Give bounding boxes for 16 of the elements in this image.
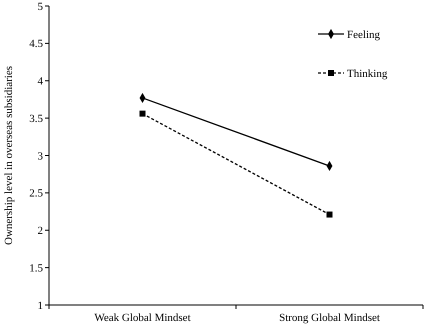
- y-tick-label: 2.5: [29, 188, 44, 200]
- y-axis-title: Ownership level in overseas subsidiaries: [3, 66, 15, 246]
- y-tick-label: 4.5: [29, 38, 44, 50]
- point: [326, 212, 332, 218]
- y-tick-label: 1: [38, 300, 43, 312]
- x-tick-label: Strong Global Mindset: [279, 312, 380, 324]
- y-tick-label: 3: [38, 150, 44, 162]
- legend-label: Thinking: [347, 68, 388, 80]
- y-tick-label: 5: [38, 0, 44, 13]
- y-tick-label: 4: [38, 76, 44, 88]
- y-tick-label: 2: [38, 225, 43, 238]
- y-tick-label: 3.5: [29, 112, 44, 125]
- x-tick-label: Weak Global Mindset: [94, 312, 191, 324]
- y-tick-label: 1.5: [29, 262, 44, 274]
- legend-label: Feeling: [347, 28, 380, 41]
- point: [140, 110, 146, 117]
